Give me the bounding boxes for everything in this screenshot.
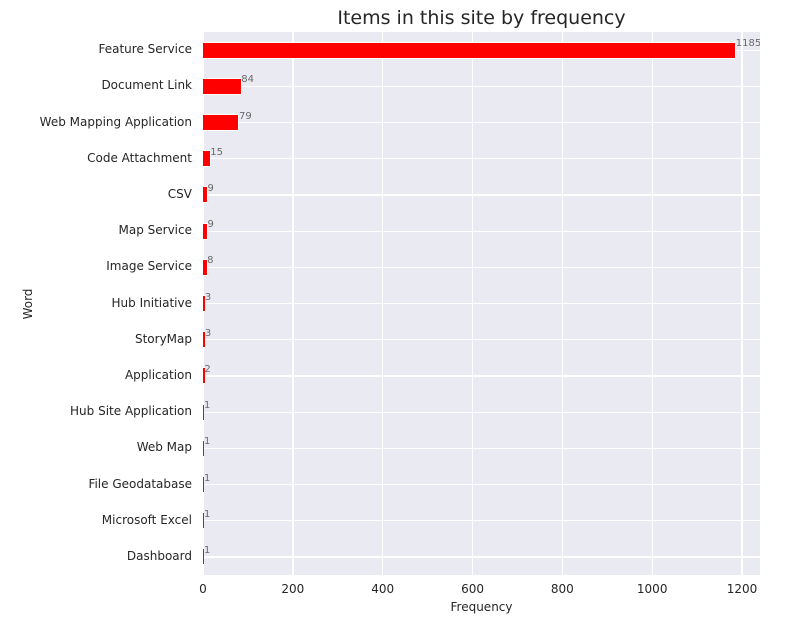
x-tick-label: 400 <box>371 582 395 596</box>
y-tick-label: File Geodatabase <box>88 476 192 491</box>
y-tick-label: Application <box>124 367 192 382</box>
x-axis-label: Frequency <box>450 600 513 614</box>
bar <box>203 41 737 59</box>
value-label: 1 <box>203 400 211 412</box>
plot-area: 1185 84 79 15 9 9 8 3 3 2 1 1 1 1 1 <box>203 32 760 575</box>
y-tick-label: Hub Initiative <box>111 295 192 310</box>
y-gridline <box>203 85 760 87</box>
y-tick-label: Web Map <box>136 440 192 455</box>
bar <box>203 222 209 240</box>
y-gridline <box>203 194 760 196</box>
y-gridline <box>203 411 760 413</box>
bar <box>203 476 205 493</box>
value-label: 3 <box>204 327 212 339</box>
y-gridline <box>203 483 760 486</box>
y-tick-label: Hub Site Application <box>70 404 192 419</box>
value-label: 3 <box>204 291 212 303</box>
y-tick-label: Code Attachment <box>87 150 192 165</box>
bar <box>203 77 242 95</box>
y-tick-label: CSV <box>167 186 192 201</box>
y-gridline <box>203 230 760 232</box>
x-tick-label: 800 <box>550 582 574 596</box>
x-tick-label: 200 <box>281 582 305 596</box>
x-tick-label: 1200 <box>726 582 758 596</box>
y-tick-label: Image Service <box>106 259 192 274</box>
value-label: 2 <box>204 363 211 375</box>
bar <box>203 548 205 566</box>
x-tick-label: 0 <box>199 582 207 596</box>
chart-title: Items in this site by frequency <box>337 7 626 29</box>
y-tick-label: Web Mapping Application <box>39 114 192 129</box>
y-gridline <box>203 520 760 522</box>
value-label: 9 <box>207 182 214 194</box>
bar <box>203 512 205 530</box>
bar <box>203 150 211 168</box>
value-label: 1 <box>203 472 211 484</box>
y-tick-label: StoryMap <box>134 331 192 346</box>
y-axis-label: Word <box>21 288 35 320</box>
y-gridline <box>203 447 760 449</box>
value-label: 84 <box>241 74 254 86</box>
x-tick-label: 600 <box>461 582 484 596</box>
value-label: 8 <box>207 255 214 267</box>
value-label: 1 <box>203 544 211 556</box>
y-gridline <box>203 302 760 305</box>
y-gridline <box>203 375 760 377</box>
bar <box>203 439 205 457</box>
value-label: 1185 <box>735 38 760 50</box>
y-gridline <box>203 121 760 124</box>
y-tick-label: Document Link <box>101 78 192 93</box>
x-tick-label: 1000 <box>636 582 668 596</box>
value-label: 1 <box>203 436 211 448</box>
bar <box>203 258 208 276</box>
bar <box>203 331 206 349</box>
value-label: 9 <box>207 219 214 231</box>
y-tick-label: Map Service <box>118 223 193 238</box>
bar <box>203 403 205 421</box>
value-label: 15 <box>210 146 223 158</box>
value-label: 79 <box>238 110 252 122</box>
y-tick-label: Feature Service <box>98 42 192 57</box>
value-label: 1 <box>203 508 211 520</box>
bar <box>203 295 206 312</box>
bar <box>203 114 240 131</box>
y-gridline <box>203 556 760 558</box>
y-gridline <box>203 339 760 341</box>
y-gridline <box>203 266 760 268</box>
y-tick-label: Microsoft Excel <box>101 512 192 527</box>
bar <box>203 186 209 204</box>
y-tick-label: Dashboard <box>126 548 192 563</box>
y-gridline <box>203 158 760 160</box>
bar <box>203 367 205 385</box>
